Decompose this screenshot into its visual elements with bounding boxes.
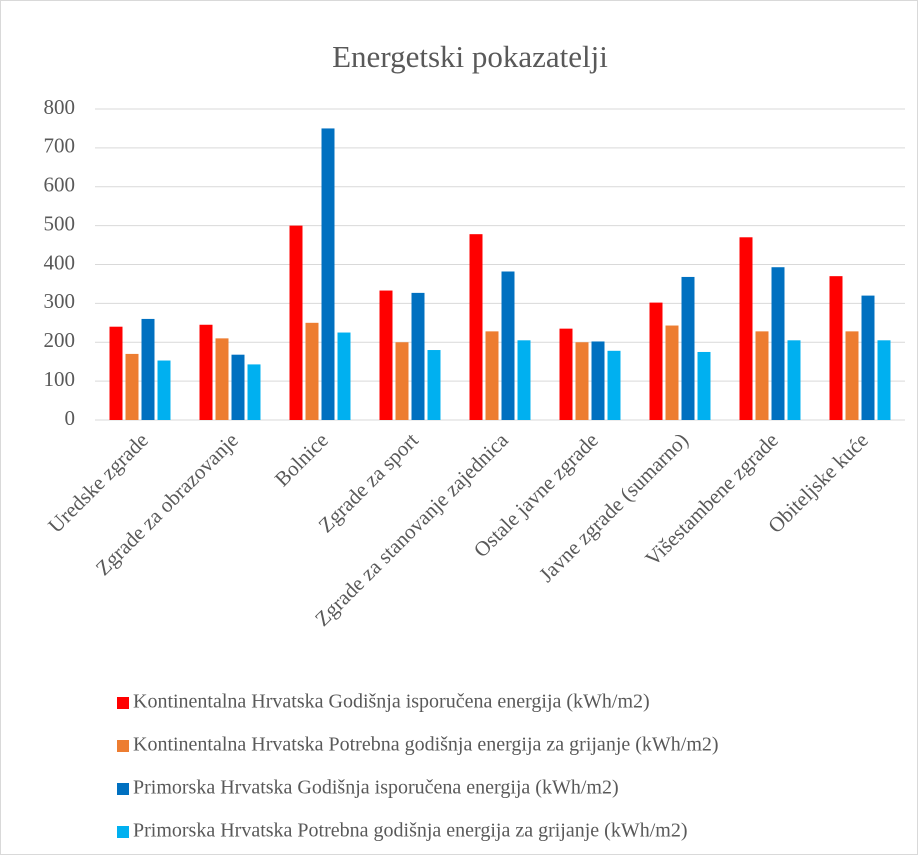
- y-tick-label: 200: [44, 328, 76, 352]
- bar: [771, 267, 785, 420]
- bar: [337, 332, 351, 420]
- y-tick-label: 0: [65, 406, 76, 430]
- bar: [289, 225, 303, 420]
- legend-swatch: [117, 826, 129, 838]
- y-tick-label: 300: [44, 289, 76, 313]
- bar: [829, 276, 843, 420]
- bar: [215, 338, 229, 420]
- legend-label: Primorska Hrvatska Godišnja isporučena e…: [133, 777, 619, 799]
- bar: [681, 276, 695, 420]
- legend-swatch: [117, 697, 129, 709]
- bar: [649, 302, 663, 420]
- y-tick-label: 500: [44, 211, 76, 235]
- bar: [141, 318, 155, 420]
- bar: [305, 322, 319, 420]
- bar: [109, 326, 123, 420]
- bar: [607, 350, 621, 420]
- bar: [321, 128, 335, 420]
- y-tick-label: 100: [44, 367, 76, 391]
- bar: [485, 331, 499, 420]
- bar: [591, 341, 605, 420]
- bar: [697, 351, 711, 420]
- bar: [575, 342, 589, 420]
- bar: [411, 292, 425, 420]
- y-tick-label: 600: [44, 173, 76, 197]
- bar: [501, 271, 515, 420]
- bar: [739, 237, 753, 420]
- legend-swatch: [117, 740, 129, 752]
- bar: [231, 354, 245, 420]
- legend-label: Primorska Hrvatska Potrebna godišnja ene…: [133, 820, 687, 842]
- bar: [845, 331, 859, 420]
- bar: [427, 350, 441, 420]
- legend-swatch: [117, 783, 129, 795]
- bar: [861, 295, 875, 420]
- bar: [157, 360, 171, 420]
- bar: [199, 324, 213, 420]
- y-tick-label: 700: [44, 134, 76, 158]
- bar: [395, 342, 409, 420]
- bar: [877, 340, 891, 420]
- y-tick-label: 800: [44, 95, 76, 119]
- bar: [517, 340, 531, 420]
- bar: [247, 364, 261, 420]
- chart-title: Energetski pokazatelji: [332, 39, 608, 74]
- legend-label: Kontinentalna Hrvatska Godišnja isporuče…: [133, 691, 650, 713]
- bar: [787, 340, 801, 420]
- bar: [469, 234, 483, 420]
- y-tick-label: 400: [44, 250, 76, 274]
- bar: [125, 353, 139, 420]
- legend-label: Kontinentalna Hrvatska Potrebna godišnja…: [133, 734, 719, 756]
- bar: [755, 331, 769, 420]
- bar: [559, 328, 573, 420]
- bar: [379, 290, 393, 420]
- bar: [665, 325, 679, 420]
